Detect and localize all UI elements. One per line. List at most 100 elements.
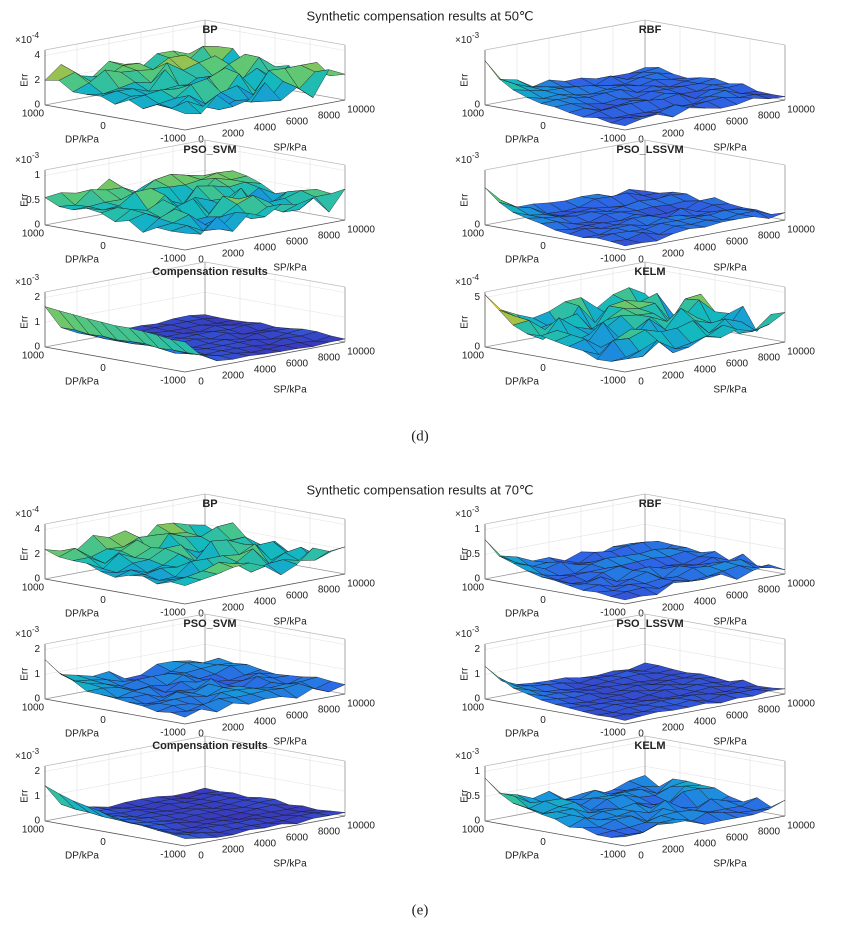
subplot-title: PSO_LSSVM	[616, 144, 683, 156]
surface-patch	[610, 833, 642, 838]
sp-tick-label: 10000	[347, 579, 375, 590]
axis-line	[484, 820, 626, 847]
axis-line	[204, 25, 346, 51]
exponent-base: ×10	[15, 751, 32, 762]
sp-label: SP/kPa	[713, 617, 747, 628]
sp-tick-label: 8000	[758, 705, 781, 716]
dp-label: DP/kPa	[65, 729, 99, 740]
surface-patch	[754, 312, 786, 331]
z-label: Err	[20, 73, 31, 87]
dp-label: DP/kPa	[505, 729, 539, 740]
z-tick-label: 2	[474, 644, 480, 655]
z-label: Err	[460, 789, 471, 803]
dp-tick-label: 0	[100, 363, 106, 374]
sp-tick-label: 0	[198, 135, 204, 146]
axis-line	[644, 139, 786, 166]
exponent: ×10-3	[15, 273, 40, 288]
exponent: ×10-3	[455, 151, 480, 166]
sp-label: SP/kPa	[273, 143, 307, 154]
dp-label: DP/kPa	[505, 609, 539, 620]
dp-tick-label: 1000	[462, 583, 485, 594]
sp-tick-label: 8000	[758, 353, 781, 364]
panel-title: Synthetic compensation results at 70℃	[306, 482, 533, 497]
subplot-title: PSO_LSSVM	[616, 618, 683, 630]
dp-label: DP/kPa	[65, 377, 99, 388]
sp-tick-label: 4000	[694, 365, 717, 376]
axis-line	[484, 267, 646, 298]
axis-line	[484, 643, 646, 675]
sp-tick-label: 10000	[787, 699, 815, 710]
z-tick-label: 0	[474, 694, 480, 705]
axis-line	[44, 104, 186, 131]
sp-label: SP/kPa	[273, 263, 307, 274]
dp-tick-label: 1000	[22, 109, 45, 120]
dp-tick-label: -1000	[160, 376, 186, 387]
sp-tick-label: 6000	[286, 711, 309, 722]
dp-tick-label: 0	[540, 121, 546, 132]
sp-label: SP/kPa	[713, 263, 747, 274]
axis-line	[44, 499, 206, 530]
dp-tick-label: 1000	[22, 825, 45, 836]
axis-line	[204, 493, 346, 520]
axis-line	[44, 613, 206, 645]
sp-tick-label: 8000	[758, 231, 781, 242]
exponent: ×10-3	[15, 151, 40, 166]
axis-line	[644, 261, 786, 288]
axis-line	[204, 19, 346, 46]
surface-patch	[44, 785, 76, 810]
dp-tick-label: 0	[540, 241, 546, 252]
sp-tick-label: 4000	[694, 839, 717, 850]
z-tick-label: 0	[474, 816, 480, 827]
dp-tick-label: -1000	[600, 728, 626, 739]
z-tick-label: 1	[34, 317, 40, 328]
axis-line	[184, 573, 346, 605]
axis-line	[484, 523, 646, 555]
z-tick-label: 2	[34, 292, 40, 303]
dp-tick-label: 1000	[462, 109, 485, 120]
axis-line	[44, 19, 206, 51]
exponent-power: -4	[472, 273, 480, 282]
sp-tick-label: 4000	[254, 717, 277, 728]
z-tick-label: 1	[474, 524, 480, 535]
axis-line	[624, 693, 786, 725]
axis-line	[204, 139, 346, 166]
axis-line	[484, 224, 626, 251]
z-tick-label: 0	[474, 220, 480, 231]
exponent: ×10-3	[455, 31, 480, 46]
axis-line	[644, 267, 786, 293]
axis-line	[644, 643, 786, 670]
axis-line	[184, 99, 346, 131]
axis-line	[204, 291, 346, 318]
z-label: Err	[20, 315, 31, 329]
exponent-base: ×10	[455, 629, 472, 640]
exponent-power: -3	[32, 151, 40, 160]
exponent-base: ×10	[455, 509, 472, 520]
sp-tick-label: 2000	[662, 129, 685, 140]
sp-tick-label: 0	[198, 255, 204, 266]
surface-patch	[610, 713, 642, 721]
sp-tick-label: 4000	[254, 839, 277, 850]
dp-tick-label: 0	[100, 121, 106, 132]
sp-tick-label: 6000	[286, 359, 309, 370]
axis-line	[44, 267, 206, 298]
subplot-title: Compensation results	[152, 266, 268, 278]
axis-line	[484, 261, 646, 293]
exponent-base: ×10	[455, 277, 472, 288]
axis-line	[204, 735, 346, 762]
axis-line	[484, 346, 626, 373]
surface-patch	[610, 591, 642, 601]
exponent-power: -3	[472, 625, 480, 634]
exponent-power: -3	[32, 273, 40, 282]
sp-tick-label: 0	[198, 377, 204, 388]
exponent-base: ×10	[455, 35, 472, 46]
surface-patch	[484, 187, 516, 207]
z-tick-label: 0	[474, 574, 480, 585]
z-label: Err	[460, 667, 471, 681]
sp-tick-label: 6000	[726, 359, 749, 370]
axis-line	[204, 741, 346, 767]
z-label: Err	[460, 73, 471, 87]
sp-label: SP/kPa	[273, 617, 307, 628]
